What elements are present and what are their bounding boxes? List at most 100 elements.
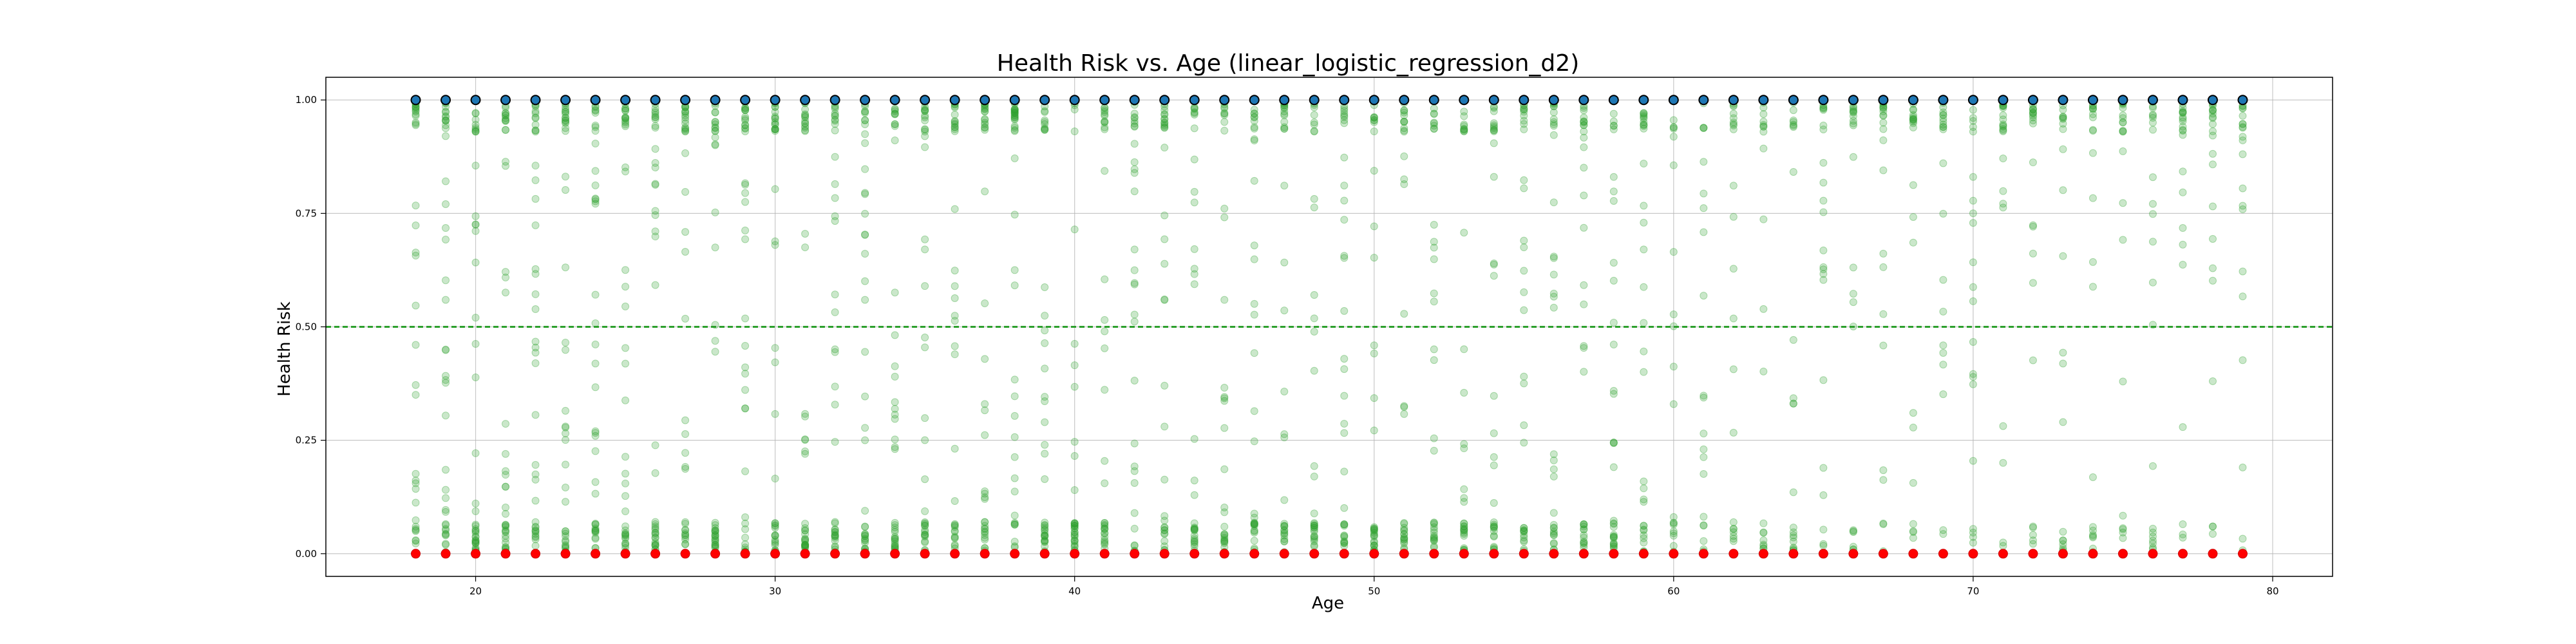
predicted-probability-point <box>711 120 719 129</box>
predicted-probability-point <box>681 526 690 535</box>
predicted-probability-point <box>1939 117 1947 126</box>
predicted-probability-point <box>1130 541 1139 549</box>
predicted-probability-point <box>1130 140 1139 148</box>
predicted-probability-point <box>531 533 540 542</box>
predicted-probability-point <box>1130 109 1139 118</box>
predicted-probability-point <box>471 212 480 220</box>
predicted-probability-point <box>1580 368 1588 376</box>
predicted-probability-point <box>1340 119 1349 128</box>
predicted-probability-point <box>861 189 869 197</box>
predicted-probability-point <box>1609 534 1618 542</box>
predicted-probability-point <box>1400 520 1408 528</box>
predicted-probability-point <box>831 438 839 446</box>
predicted-probability-point <box>1310 526 1318 534</box>
predicted-probability-point <box>681 314 690 323</box>
predicted-probability-point <box>2059 106 2067 114</box>
predicted-probability-point <box>1490 260 1498 269</box>
predicted-probability-point <box>442 108 450 117</box>
predicted-probability-point <box>1041 125 1049 133</box>
predicted-probability-point <box>1490 498 1498 507</box>
predicted-probability-point <box>621 522 630 531</box>
predicted-probability-point <box>1190 270 1198 278</box>
predicted-probability-point <box>621 533 630 542</box>
predicted-probability-point <box>651 540 659 548</box>
predicted-probability-point <box>651 145 659 153</box>
actual-positive-point <box>1159 95 1170 106</box>
actual-negative-point <box>1728 549 1739 559</box>
predicted-probability-point <box>741 113 750 121</box>
predicted-probability-point <box>651 124 659 132</box>
predicted-probability-point <box>891 537 899 545</box>
predicted-probability-point <box>1041 339 1049 347</box>
predicted-probability-point <box>1879 310 1888 318</box>
predicted-probability-point <box>831 112 839 120</box>
predicted-probability-point <box>1220 536 1229 545</box>
predicted-probability-point <box>1280 537 1289 545</box>
predicted-probability-point <box>1909 528 1917 536</box>
predicted-probability-point <box>1250 113 1258 122</box>
predicted-probability-point <box>921 143 929 151</box>
predicted-probability-point <box>1700 393 1708 402</box>
predicted-probability-point <box>1400 530 1408 538</box>
predicted-probability-point <box>921 106 929 115</box>
predicted-probability-point <box>861 296 869 304</box>
predicted-probability-point <box>1580 538 1588 546</box>
predicted-probability-point <box>1130 114 1139 122</box>
predicted-probability-point <box>531 270 540 278</box>
predicted-probability-point <box>1010 520 1019 529</box>
predicted-probability-point <box>861 530 869 538</box>
predicted-probability-point <box>471 520 480 529</box>
predicted-probability-point <box>442 486 450 494</box>
predicted-probability-point <box>591 431 600 440</box>
predicted-probability-point <box>921 111 929 120</box>
predicted-probability-point <box>1969 219 1977 227</box>
predicted-probability-point <box>1010 115 1019 123</box>
actual-positive-point <box>1938 95 1949 106</box>
predicted-probability-point <box>1729 537 1738 545</box>
predicted-probability-point <box>831 527 839 536</box>
actual-positive-point <box>650 95 661 106</box>
predicted-probability-point <box>891 445 899 453</box>
predicted-probability-point <box>1580 121 1588 129</box>
predicted-probability-point <box>531 120 540 129</box>
predicted-probability-point <box>471 109 480 117</box>
predicted-probability-point <box>1190 111 1198 119</box>
predicted-probability-point <box>1789 533 1797 542</box>
predicted-probability-point <box>1729 525 1738 533</box>
predicted-probability-point <box>1160 124 1169 132</box>
predicted-probability-point <box>1400 106 1408 115</box>
predicted-probability-point <box>1190 280 1198 289</box>
predicted-probability-point <box>1939 307 1947 316</box>
predicted-probability-point <box>1250 310 1258 319</box>
predicted-probability-point <box>651 441 659 450</box>
predicted-probability-point <box>2239 535 2247 543</box>
predicted-probability-point <box>1909 106 1917 114</box>
predicted-probability-point <box>1160 211 1169 220</box>
predicted-probability-point <box>2208 530 2217 538</box>
predicted-probability-point <box>1340 522 1349 530</box>
predicted-probability-point <box>2119 128 2127 136</box>
predicted-probability-point <box>1849 117 1857 125</box>
actual-positive-point <box>1488 95 1499 106</box>
predicted-probability-point <box>1580 117 1588 126</box>
predicted-probability-point <box>1340 531 1349 540</box>
predicted-probability-point <box>1490 259 1498 267</box>
actual-positive-point <box>1189 95 1200 106</box>
predicted-probability-point <box>681 520 690 528</box>
predicted-probability-point <box>1101 123 1109 131</box>
predicted-probability-point <box>1520 531 1528 539</box>
predicted-probability-point <box>1999 542 2007 550</box>
predicted-probability-point <box>801 535 810 543</box>
predicted-probability-point <box>1220 296 1229 304</box>
predicted-probability-point <box>562 114 570 122</box>
predicted-probability-point <box>2179 113 2187 122</box>
predicted-probability-point <box>591 340 600 348</box>
predicted-probability-point <box>1340 538 1349 546</box>
predicted-probability-point <box>1939 125 1947 133</box>
predicted-probability-point <box>1310 204 1318 212</box>
predicted-probability-point <box>711 531 719 540</box>
predicted-probability-point <box>2119 524 2127 533</box>
predicted-probability-point <box>1460 519 1468 527</box>
predicted-probability-point <box>1609 532 1618 540</box>
